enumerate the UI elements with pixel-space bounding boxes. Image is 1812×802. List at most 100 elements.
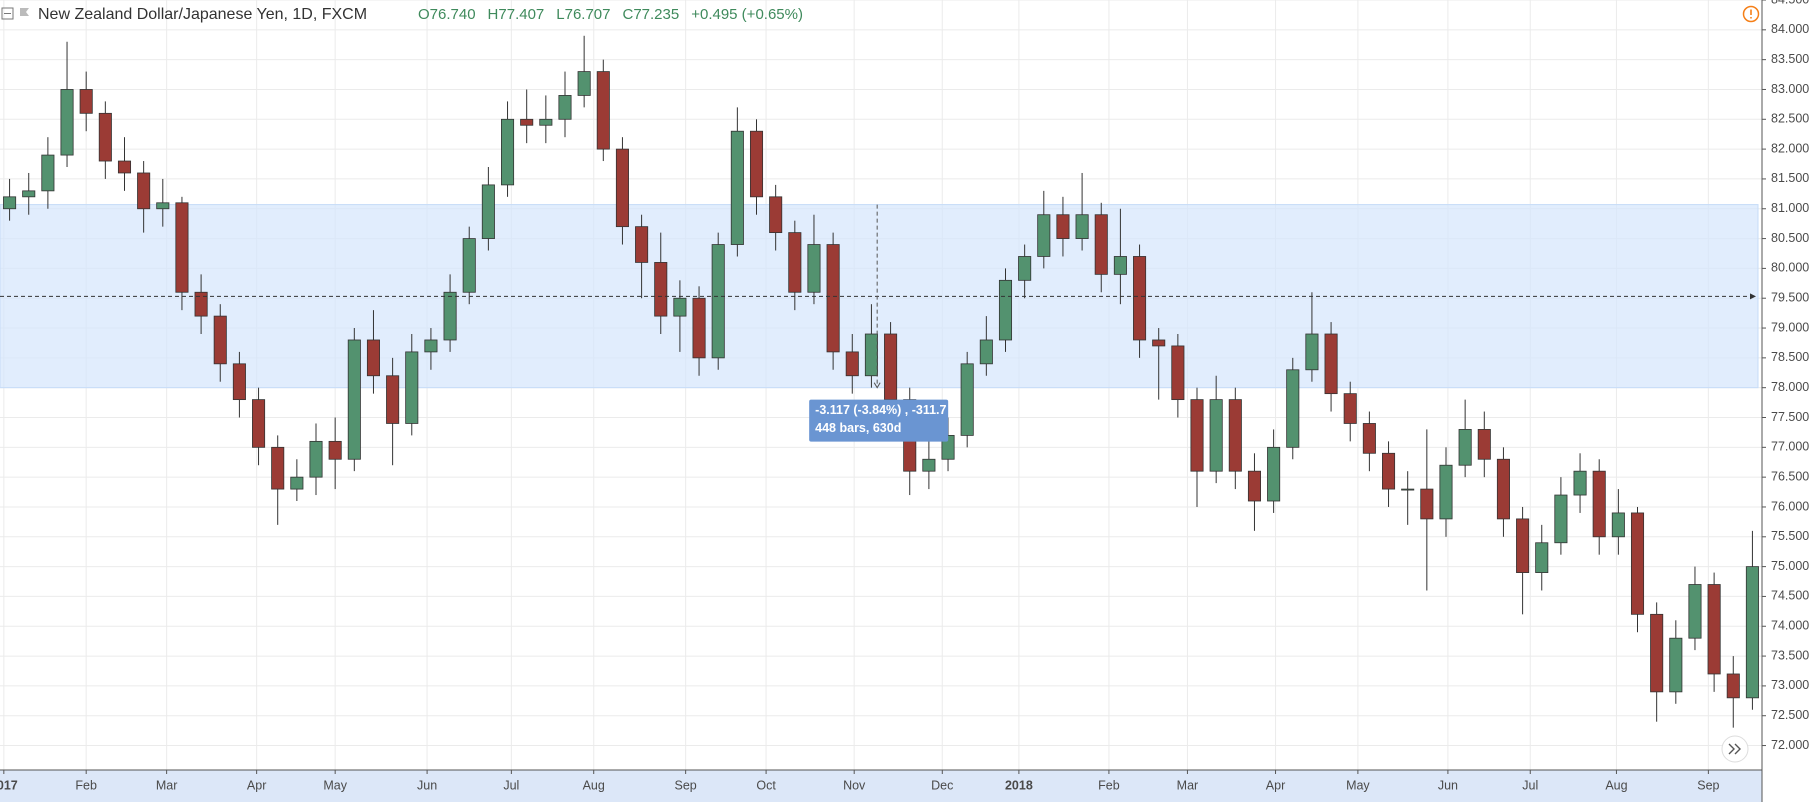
scroll-button-icon	[1728, 743, 1741, 755]
candle-body	[328, 440, 342, 460]
candle-body	[577, 71, 591, 96]
ohlc-value: O76.740	[418, 6, 476, 23]
y-tick-label: 79.000	[1771, 320, 1809, 334]
candle-body	[290, 476, 304, 490]
ohlc-value: C77.235	[623, 6, 680, 23]
candle-body	[1094, 214, 1108, 275]
candle-body	[1458, 429, 1472, 466]
candle-body	[788, 232, 802, 293]
x-tick-label: Feb	[1098, 778, 1120, 792]
candle-body	[1343, 393, 1357, 424]
candle-body	[1611, 512, 1625, 538]
candle-body	[347, 339, 361, 460]
x-tick-label: Nov	[843, 778, 866, 792]
overlay: -3.117 (-3.84%) , -311.7 448 bars, 630d	[0, 204, 1756, 442]
candle-body	[539, 118, 553, 126]
y-tick-label: 82.000	[1771, 141, 1809, 155]
alert-icon-dot	[1750, 16, 1752, 19]
x-tick-label: Mar	[1177, 778, 1199, 792]
candle-body	[1075, 214, 1089, 239]
measure-arrow	[873, 382, 881, 389]
candle-body	[730, 130, 744, 245]
flag-icon[interactable]	[20, 8, 29, 16]
x-tick-label: Feb	[75, 778, 97, 792]
candle-body	[1133, 256, 1147, 341]
candle-body	[1592, 470, 1606, 538]
y-tick-label: 72.000	[1771, 738, 1809, 752]
y-tick-label: 83.500	[1771, 52, 1809, 66]
y-tick-label: 82.500	[1771, 112, 1809, 126]
candle-body	[1267, 446, 1281, 502]
time-axis-band	[0, 770, 1762, 802]
candle-body	[654, 262, 668, 317]
alert-icon[interactable]	[1742, 5, 1760, 23]
candle-body	[884, 333, 898, 401]
candle-body	[558, 95, 572, 120]
candle-body	[692, 297, 706, 359]
x-tick-label: Jun	[1438, 778, 1458, 792]
candle-body	[213, 315, 227, 365]
candle-body	[1190, 399, 1204, 472]
candle-body	[137, 172, 151, 210]
candle-body	[1171, 345, 1185, 401]
y-tick-label: 81.500	[1771, 171, 1809, 185]
candles	[3, 35, 1759, 728]
y-tick-label: 77.500	[1771, 410, 1809, 424]
candle-body	[1535, 542, 1549, 573]
candle-body	[1305, 333, 1319, 371]
candle-body	[1439, 464, 1453, 520]
candle-body	[1496, 458, 1510, 520]
y-tick-label: 83.000	[1771, 82, 1809, 96]
candle-body	[1420, 488, 1434, 520]
x-tick-label: Mar	[156, 778, 178, 792]
x-tick-label: Oct	[756, 778, 776, 792]
candle-body	[979, 339, 993, 365]
candle-body	[79, 89, 93, 114]
candle-body	[769, 196, 783, 234]
candle-body	[1401, 488, 1415, 491]
candle-body	[386, 375, 400, 424]
candle-body	[1650, 613, 1664, 693]
x-tick-label: Aug	[583, 778, 605, 792]
y-tick-label: 73.000	[1771, 678, 1809, 692]
candle-body	[481, 184, 495, 239]
y-tick-label: 80.000	[1771, 261, 1809, 275]
candle-body	[864, 333, 878, 377]
candle-body	[615, 148, 629, 228]
candle-body	[232, 363, 246, 401]
y-tick-label: 81.000	[1771, 201, 1809, 215]
x-tick-label: Sep	[1697, 778, 1719, 792]
candle-body	[807, 244, 821, 293]
candle-body	[1688, 584, 1702, 639]
candle-body	[1209, 399, 1223, 472]
y-tick-label: 78.500	[1771, 350, 1809, 364]
candle-body	[596, 71, 610, 150]
candle-body	[1286, 369, 1300, 448]
x-tick-label: Apr	[247, 778, 266, 792]
candle-body	[922, 458, 936, 472]
measure-tooltip	[809, 399, 949, 442]
candle-body	[501, 118, 515, 186]
candle-body	[117, 160, 132, 174]
candle-body	[826, 244, 840, 353]
candle-body	[41, 154, 55, 192]
candle-body	[60, 89, 74, 156]
x-tick-label: Dec	[931, 778, 953, 792]
y-tick-label: 79.500	[1771, 291, 1809, 305]
y-tick-label: 76.000	[1771, 499, 1809, 513]
horizontal-line-arrow	[1750, 293, 1756, 300]
candle-body	[711, 244, 725, 359]
x-tick-label: Jul	[1522, 778, 1538, 792]
y-tick-label: 84.500	[1771, 0, 1809, 6]
collapse-icon[interactable]	[1, 7, 14, 20]
candle-body	[1037, 214, 1051, 257]
candle-body	[1382, 452, 1396, 490]
ohlc-value: +0.495 (+0.65%)	[691, 6, 803, 23]
candle-body	[424, 339, 438, 353]
candle-body	[1707, 584, 1721, 675]
y-tick-label: 74.500	[1771, 589, 1809, 603]
scroll-button[interactable]	[1721, 735, 1749, 763]
x-tick-label: May	[1346, 778, 1370, 792]
